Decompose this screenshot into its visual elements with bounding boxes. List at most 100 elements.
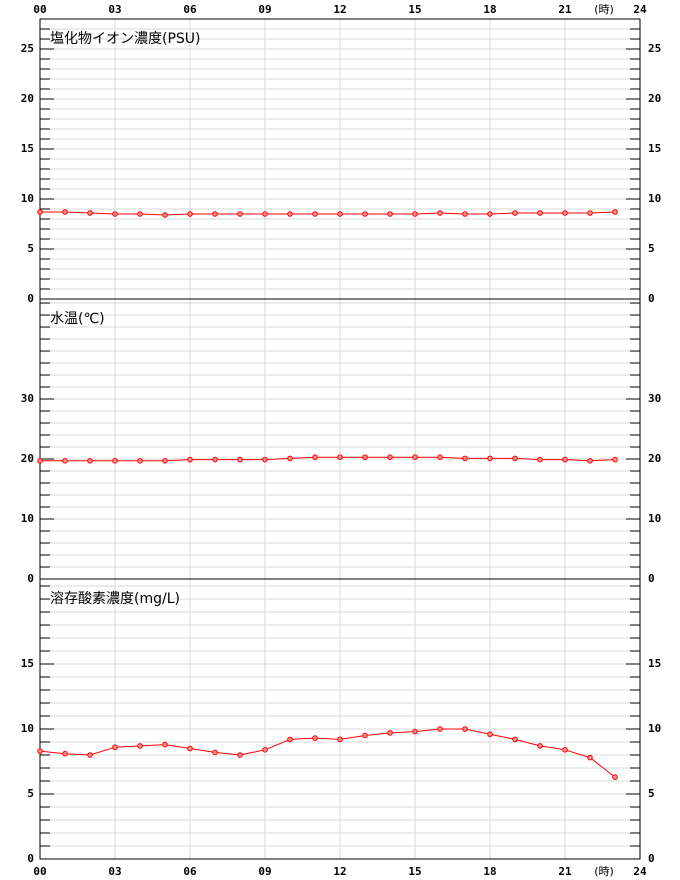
x-tick-label: 18 [483, 865, 496, 878]
data-point [237, 752, 243, 758]
data-point [587, 754, 593, 761]
x-unit-label: (時) [594, 865, 614, 878]
x-tick-label: 18 [483, 3, 496, 16]
data-point [87, 210, 93, 216]
y-tick-label: 15 [648, 142, 661, 155]
data-point [62, 209, 68, 215]
y-tick-label: 5 [27, 242, 34, 255]
data-point [462, 455, 468, 462]
x-tick-label: 15 [408, 865, 421, 878]
data-point [112, 211, 118, 217]
data-point [262, 456, 268, 463]
data-point [187, 745, 193, 752]
data-point [312, 454, 318, 461]
data-point [187, 456, 193, 463]
data-point [462, 726, 468, 732]
data-point [387, 211, 393, 217]
data-point [187, 211, 193, 217]
data-point [62, 458, 68, 464]
data-point [112, 744, 118, 751]
data-point [437, 726, 443, 732]
data-point [162, 458, 168, 464]
y-tick-label: 0 [27, 292, 34, 305]
data-point [337, 211, 343, 217]
data-point [337, 736, 343, 743]
y-tick-label: 10 [648, 192, 661, 205]
x-tick-label: 09 [258, 865, 271, 878]
data-point [362, 732, 368, 739]
data-point [137, 743, 143, 749]
y-tick-label: 30 [21, 392, 34, 405]
data-point [362, 454, 368, 461]
y-tick-label: 10 [21, 512, 34, 525]
x-tick-label: 12 [333, 865, 346, 878]
x-tick-label: 06 [183, 865, 197, 878]
y-tick-label: 20 [21, 452, 34, 465]
x-tick-label: 12 [333, 3, 346, 16]
data-point [487, 455, 493, 462]
y-tick-label: 20 [648, 452, 661, 465]
y-tick-label: 0 [27, 852, 34, 865]
data-point [137, 211, 143, 217]
data-point [312, 735, 318, 741]
data-point [412, 728, 418, 735]
x-tick-label: 21 [558, 865, 572, 878]
data-point [562, 456, 568, 463]
data-point [162, 212, 168, 218]
panel-title: 溶存酸素濃度(mg/L) [50, 591, 180, 607]
data-point [37, 209, 43, 215]
y-tick-label: 5 [648, 787, 655, 800]
x-tick-label: 15 [408, 3, 421, 16]
y-tick-label: 10 [648, 722, 661, 735]
data-point [212, 749, 218, 756]
data-point [512, 210, 518, 216]
data-point [612, 456, 618, 463]
data-point [237, 211, 243, 217]
x-tick-label: 00 [33, 865, 46, 878]
data-point [462, 211, 468, 217]
data-point [412, 211, 418, 217]
data-point [287, 455, 293, 462]
data-point [87, 458, 93, 464]
x-tick-label: 00 [33, 3, 46, 16]
y-tick-label: 5 [27, 787, 34, 800]
data-point [387, 454, 393, 461]
data-point [437, 210, 443, 216]
data-point [212, 211, 218, 217]
x-tick-label: 03 [108, 865, 121, 878]
y-tick-label: 0 [648, 572, 655, 585]
y-tick-label: 30 [648, 392, 661, 405]
panel-title: 塩化物イオン濃度(PSU) [50, 31, 201, 47]
panel-frame [39, 578, 641, 860]
data-line [40, 456, 616, 462]
panel-title: 水温(℃) [50, 311, 105, 327]
data-point [437, 454, 443, 461]
data-point [587, 210, 593, 216]
x-tick-label: 24 [633, 865, 647, 878]
y-tick-label: 10 [648, 512, 661, 525]
data-point [87, 752, 93, 758]
data-point [37, 748, 43, 754]
y-tick-label: 0 [27, 572, 34, 585]
data-point [487, 731, 493, 738]
data-point [562, 210, 568, 216]
data-point [37, 458, 43, 464]
data-point [62, 750, 68, 757]
data-point [112, 458, 118, 464]
y-tick-label: 25 [648, 42, 661, 55]
data-line [39, 728, 616, 778]
data-point [162, 741, 168, 748]
data-point [537, 210, 543, 216]
data-point [362, 211, 368, 217]
data-point [512, 736, 518, 743]
data-point [537, 743, 543, 749]
data-point [612, 209, 618, 215]
y-tick-label: 0 [648, 292, 655, 305]
data-point [412, 454, 418, 461]
data-point [287, 736, 293, 743]
data-point [587, 458, 593, 464]
x-unit-label: (時) [594, 3, 614, 16]
data-point [237, 456, 243, 463]
data-point [387, 730, 393, 736]
